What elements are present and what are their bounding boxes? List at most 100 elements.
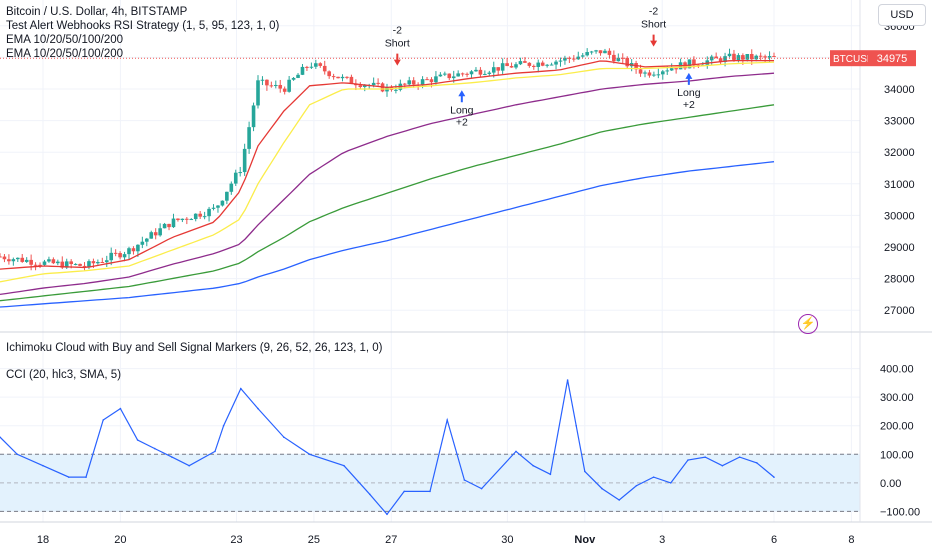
candle-body <box>278 84 283 89</box>
cci-point <box>136 439 139 441</box>
candle-body <box>327 71 331 77</box>
signal-side-label: Long <box>450 104 474 116</box>
candle-body <box>42 261 47 265</box>
candle-body <box>100 262 105 264</box>
indicator-ichimoku[interactable]: Ichimoku Cloud with Buy and Sell Signal … <box>6 342 383 354</box>
candle-body <box>620 57 625 59</box>
flash-icon[interactable]: ⚡ <box>798 314 818 334</box>
candle-body <box>24 259 29 262</box>
candle-body <box>149 232 154 239</box>
candle-body <box>420 79 425 86</box>
candle-body <box>198 213 202 217</box>
candle-body <box>483 73 487 75</box>
indicator-rsi-strategy[interactable]: Test Alert Webhooks RSI Strategy (1, 5, … <box>6 20 280 32</box>
currency-button[interactable]: USD <box>878 4 926 26</box>
time-tick-label: 23 <box>230 534 242 546</box>
cci-point <box>549 473 552 476</box>
candle-body <box>625 57 630 67</box>
candle-body <box>554 61 558 65</box>
candle-body <box>567 57 572 59</box>
candle-body <box>296 74 300 78</box>
candle-body <box>193 213 198 220</box>
candle-body <box>402 83 407 85</box>
cci-tick-label: 0.00 <box>880 478 901 490</box>
candle-body <box>358 85 363 87</box>
cci-point <box>652 476 655 478</box>
candle-body <box>465 73 469 75</box>
candle-body <box>434 76 438 83</box>
cci-point <box>68 476 70 478</box>
price-tick-label: 32000 <box>884 147 915 159</box>
cci-point <box>670 482 672 484</box>
candle-body <box>749 54 754 60</box>
candle-body <box>767 56 772 58</box>
candle-body <box>171 218 176 228</box>
candle-body <box>376 82 380 84</box>
candle-body <box>763 56 767 58</box>
cci-point <box>85 476 87 478</box>
candle-body <box>242 148 247 173</box>
candle-body <box>29 259 33 265</box>
candle-body <box>256 80 260 106</box>
indicator-ema-1[interactable]: EMA 10/20/50/100/200 <box>6 34 124 46</box>
candle-body <box>309 66 314 68</box>
candle-body <box>496 67 501 71</box>
cci-point <box>429 490 431 493</box>
candle-body <box>15 257 20 260</box>
symbol-title[interactable]: Bitcoin / U.S. Dollar, 4h, BITSTAMP <box>6 6 188 18</box>
candle-body <box>349 76 354 84</box>
ema-lines[interactable] <box>0 59 775 308</box>
candle-body <box>500 63 505 71</box>
candle-body <box>140 241 145 245</box>
symbol-tag-text: BTCUSD <box>833 54 874 65</box>
cci-band <box>0 453 860 512</box>
candle-body <box>260 79 265 81</box>
candle-body <box>73 263 78 265</box>
candle-body <box>2 256 7 260</box>
signal-qty-label: -2 <box>649 6 658 18</box>
candle-body <box>109 252 114 261</box>
candle-body <box>87 261 91 267</box>
cci-point <box>756 462 758 464</box>
candle-body <box>51 259 56 264</box>
candle-body <box>407 80 412 85</box>
cci-tick-label: 400.00 <box>880 364 914 376</box>
candle-body <box>612 54 616 62</box>
candle-body <box>318 63 323 66</box>
cci-point <box>566 379 569 381</box>
cci-point <box>257 407 259 410</box>
candle-body <box>518 61 523 65</box>
cci-point <box>188 464 190 467</box>
cci-line[interactable] <box>0 379 775 516</box>
candle-body <box>558 60 563 62</box>
signal-qty-label: -2 <box>393 25 402 37</box>
candle-body <box>652 74 656 76</box>
time-tick-label: 6 <box>771 534 777 546</box>
indicator-cci[interactable]: CCI (20, hlc3, SMA, 5) <box>6 369 122 381</box>
signal-side-label: Long <box>677 87 701 99</box>
candle-body <box>91 261 96 264</box>
candle-body <box>371 82 376 86</box>
cci-point <box>463 479 466 481</box>
candle-body <box>607 50 612 55</box>
indicator-ema-2[interactable]: EMA 10/20/50/100/200 <box>6 48 124 60</box>
candle-body <box>247 127 251 149</box>
candle-body <box>225 191 229 201</box>
candle-body <box>211 207 216 209</box>
cci-point <box>0 436 1 438</box>
candle-body <box>536 62 541 67</box>
candle-body <box>723 56 727 62</box>
candle-body <box>64 261 69 268</box>
candle-body <box>549 64 554 66</box>
candle-body <box>732 53 736 61</box>
candle-body <box>56 261 60 264</box>
cci-point <box>343 464 345 467</box>
cci-point <box>738 456 741 458</box>
candle-body <box>7 259 11 262</box>
cci-tick-label: −100.00 <box>880 506 920 518</box>
candle-body <box>113 252 118 254</box>
candle-body <box>47 259 51 262</box>
price-tick-label: 28000 <box>884 274 915 286</box>
price-tick-label: 34000 <box>884 84 915 96</box>
